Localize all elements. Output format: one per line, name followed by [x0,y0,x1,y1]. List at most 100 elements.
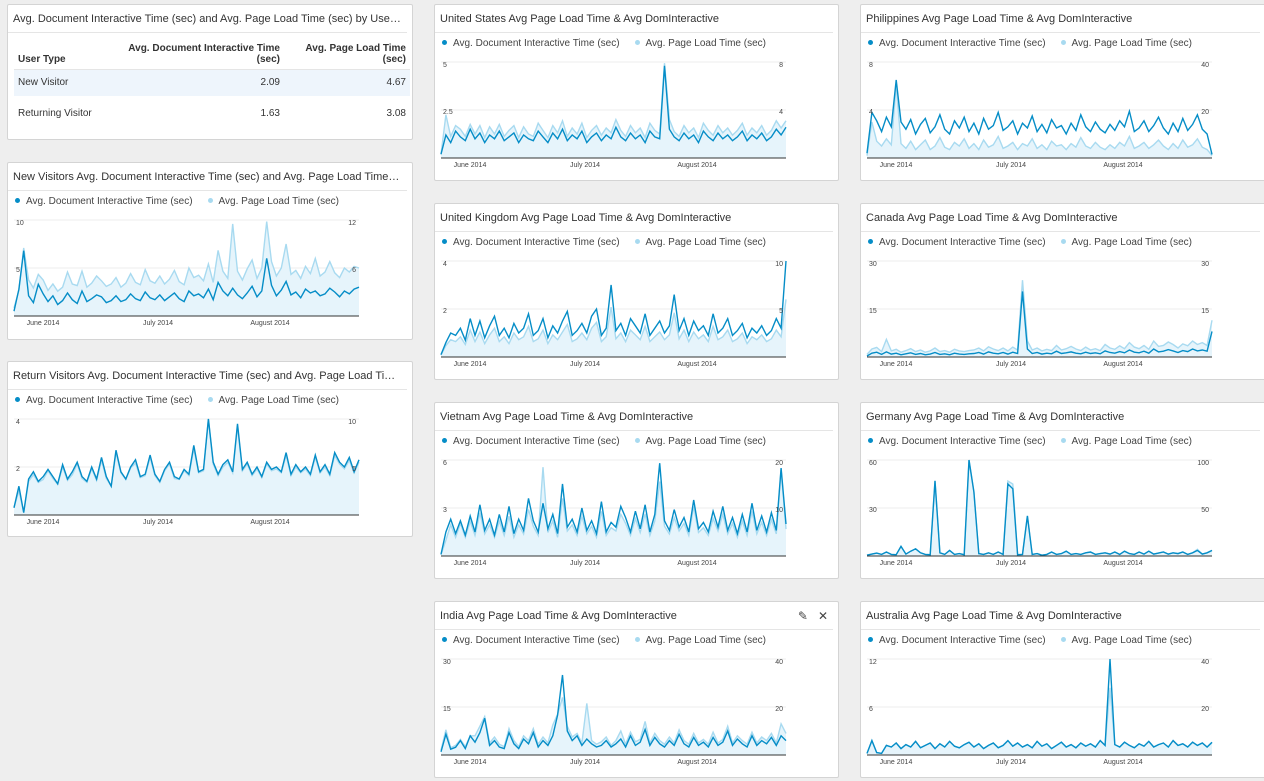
legend-item[interactable]: Avg. Page Load Time (sec) [206,196,339,207]
widget-title[interactable]: Australia Avg Page Load Time & Avg DomIn… [861,602,1260,630]
widget-title[interactable]: United Kingdom Avg Page Load Time & Avg … [435,204,833,232]
legend-item[interactable]: Avg. Page Load Time (sec) [206,395,339,406]
widget-title[interactable]: United States Avg Page Load Time & Avg D… [435,5,833,33]
x-tick-label: July 2014 [570,759,600,766]
x-tick-label: July 2014 [570,361,600,368]
axis-tick-label: 10 [348,419,356,426]
widget-title[interactable]: Return Visitors Avg. Document Interactiv… [8,362,407,390]
pencil-icon[interactable]: ✎ [797,609,808,623]
widget-title[interactable]: Avg. Document Interactive Time (sec) and… [8,5,407,33]
x-tick-label: June 2014 [880,162,913,169]
series-area [441,299,786,357]
axis-tick-label: 20 [1201,706,1209,713]
series-area [441,63,786,159]
axis-tick-label: 12 [348,220,356,227]
legend-label: Avg. Document Interactive Time (sec) [879,237,1046,248]
legend-item[interactable]: Avg. Document Interactive Time (sec) [866,436,1046,447]
chart-widget: Vietnam Avg Page Load Time & Avg DomInte… [434,402,839,579]
legend-item[interactable]: Avg. Document Interactive Time (sec) [440,436,620,447]
x-tick-label: July 2014 [996,560,1026,567]
legend-item[interactable]: Avg. Page Load Time (sec) [1059,635,1192,646]
line-chart[interactable]: 4 2 10 5 June 2014 July 2014 August 2014 [440,254,788,384]
x-tick-label: July 2014 [996,361,1026,368]
series-line-dom-interactive[interactable] [13,418,360,513]
line-chart[interactable]: 30 15 30 15 June 2014 July 2014 August 2014 [866,254,1214,384]
series-line-dom-interactive[interactable] [13,250,360,312]
x-tick-label: August 2014 [250,519,289,526]
col-header-user-type[interactable]: User Type [14,39,104,70]
cell-dit: 1.63 [260,108,280,119]
legend-item[interactable]: Avg. Document Interactive Time (sec) [13,395,193,406]
series-line-dom-interactive[interactable] [866,459,1213,556]
series-line-dom-interactive[interactable] [440,65,787,155]
line-chart[interactable]: 60 30 100 50 June 2014 July 2014 August 2014 [866,453,1214,583]
legend-label: Avg. Document Interactive Time (sec) [879,635,1046,646]
axis-tick-label: 30 [443,659,451,666]
series-line-page-load[interactable] [13,221,360,309]
table-widget: Avg. Document Interactive Time (sec) and… [7,4,413,140]
series-line-page-load[interactable] [13,418,360,513]
legend-label: Avg. Page Load Time (sec) [1071,635,1192,646]
col-header-dit[interactable]: Avg. Document Interactive Time (sec) [104,39,284,70]
col-header-plt[interactable]: Avg. Page Load Time (sec) [284,39,410,70]
line-chart[interactable]: 12 6 40 20 June 2014 July 2014 August 2014 [866,652,1214,781]
legend-label: Avg. Document Interactive Time (sec) [26,395,193,406]
series-line-dom-interactive[interactable] [866,291,1213,357]
axis-tick-label: 6 [869,706,873,713]
widget-title[interactable]: New Visitors Avg. Document Interactive T… [8,163,407,191]
legend-item[interactable]: Avg. Document Interactive Time (sec) [866,237,1046,248]
legend-item[interactable]: Avg. Page Load Time (sec) [633,237,766,248]
widget-title[interactable]: Germany Avg Page Load Time & Avg DomInte… [861,403,1260,431]
line-chart[interactable]: 30 15 40 20 June 2014 July 2014 August 2014 [440,652,788,781]
legend-label: Avg. Document Interactive Time (sec) [453,436,620,447]
chart-legend: Avg. Document Interactive Time (sec) Avg.… [861,234,1264,252]
series-line-dom-interactive[interactable] [440,260,787,355]
series-area [867,280,1212,357]
chart-legend: Avg. Document Interactive Time (sec) Avg.… [861,35,1264,53]
legend-item[interactable]: Avg. Page Load Time (sec) [1059,237,1192,248]
series-line-dom-interactive[interactable] [866,658,1213,755]
x-tick-label: August 2014 [677,759,716,766]
legend-item[interactable]: Avg. Document Interactive Time (sec) [440,237,620,248]
legend-item[interactable]: Avg. Page Load Time (sec) [1059,436,1192,447]
legend-item[interactable]: Avg. Page Load Time (sec) [633,38,766,49]
legend-dot-icon [634,637,640,643]
chart-legend: Avg. Document Interactive Time (sec) Avg.… [435,234,838,252]
widget-title[interactable]: Canada Avg Page Load Time & Avg DomInter… [861,204,1260,232]
series-area [441,467,786,556]
widget-title[interactable]: India Avg Page Load Time & Avg DomIntera… [435,602,833,630]
series-line-dom-interactive[interactable] [440,674,787,752]
series-line-page-load[interactable] [440,63,787,155]
table-header-row: User Type Avg. Document Interactive Time… [14,39,410,70]
close-icon[interactable]: ✕ [817,609,828,623]
line-chart[interactable]: 8 4 40 20 June 2014 July 2014 August 2014 [866,55,1214,185]
series-line-page-load[interactable] [866,84,1213,157]
axis-tick-label: 2.5 [443,109,453,116]
legend-item[interactable]: Avg. Document Interactive Time (sec) [13,196,193,207]
legend-item[interactable]: Avg. Page Load Time (sec) [633,436,766,447]
legend-item[interactable]: Avg. Document Interactive Time (sec) [440,38,620,49]
line-chart[interactable]: 6 3 20 10 June 2014 July 2014 August 2014 [440,453,788,583]
legend-item[interactable]: Avg. Page Load Time (sec) [633,635,766,646]
series-line-page-load[interactable] [866,280,1213,355]
widget-title[interactable]: Vietnam Avg Page Load Time & Avg DomInte… [435,403,833,431]
legend-label: Avg. Document Interactive Time (sec) [26,196,193,207]
series-line-page-load[interactable] [440,299,787,356]
line-chart[interactable]: 10 5 12 6 June 2014 July 2014 August 2014 [13,213,361,343]
cell-dit: 2.09 [104,69,284,96]
chart-widget: Return Visitors Avg. Document Interactiv… [7,361,413,537]
legend-item[interactable]: Avg. Page Load Time (sec) [1059,38,1192,49]
legend-item[interactable]: Avg. Document Interactive Time (sec) [866,635,1046,646]
line-chart[interactable]: 5 2.5 8 4 June 2014 July 2014 August 2014 [440,55,788,185]
series-line-page-load[interactable] [440,467,787,555]
legend-item[interactable]: Avg. Document Interactive Time (sec) [866,38,1046,49]
legend-item[interactable]: Avg. Document Interactive Time (sec) [440,635,620,646]
series-line-dom-interactive[interactable] [866,79,1213,155]
series-line-dom-interactive[interactable] [440,463,787,555]
x-tick-label: August 2014 [1103,759,1142,766]
x-tick-label: August 2014 [1103,162,1142,169]
line-chart[interactable]: 4 2 10 5 June 2014 July 2014 August 2014 [13,412,361,542]
legend-dot-icon [1060,40,1066,46]
series-line-page-load[interactable] [440,697,787,751]
widget-title[interactable]: Philippines Avg Page Load Time & Avg Dom… [861,5,1260,33]
